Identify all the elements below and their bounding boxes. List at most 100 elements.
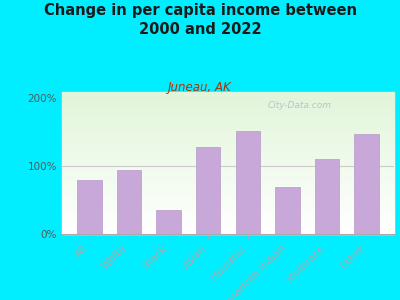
Bar (62, 207, 394, 208)
Bar (62, 100, 394, 101)
Bar (62, 171, 394, 173)
Bar (62, 164, 394, 166)
Bar (62, 167, 394, 169)
Bar (62, 140, 394, 141)
Bar (62, 118, 394, 120)
Bar (62, 224, 394, 226)
Bar (62, 193, 394, 194)
Bar (62, 215, 394, 217)
Bar (62, 103, 394, 104)
Bar (62, 99, 394, 100)
Bar (62, 93, 394, 94)
Bar (62, 211, 394, 213)
Bar (62, 178, 394, 180)
Bar (62, 208, 394, 210)
Bar (62, 94, 394, 96)
Bar (62, 218, 394, 220)
Bar (62, 168, 394, 170)
Bar (62, 113, 394, 114)
Bar (62, 137, 394, 139)
Bar (62, 122, 394, 123)
Bar (315, 159, 339, 234)
Bar (62, 166, 394, 167)
Bar (62, 112, 394, 113)
Bar (62, 213, 394, 214)
Bar (62, 107, 394, 109)
Bar (62, 176, 394, 177)
Bar (62, 116, 394, 117)
Bar (62, 196, 394, 197)
Bar (62, 217, 394, 218)
Bar (62, 127, 394, 128)
Bar (62, 136, 394, 137)
Bar (62, 120, 394, 122)
Bar (62, 174, 394, 176)
Bar (62, 157, 394, 158)
Bar (62, 131, 394, 133)
Bar (62, 232, 394, 234)
Bar (62, 180, 394, 181)
Bar (62, 141, 394, 143)
Bar (62, 114, 394, 116)
Bar (354, 134, 379, 234)
Bar (62, 177, 394, 178)
Bar (236, 131, 260, 234)
Bar (62, 144, 394, 146)
Text: Change in per capita income between
2000 and 2022: Change in per capita income between 2000… (44, 3, 356, 37)
Bar (62, 130, 394, 131)
Bar (62, 197, 394, 198)
Bar (62, 150, 394, 152)
Bar (62, 158, 394, 160)
Bar (62, 226, 394, 227)
Bar (62, 133, 394, 134)
Bar (62, 109, 394, 110)
Bar (62, 230, 394, 231)
Bar (62, 92, 394, 93)
Bar (62, 228, 394, 230)
Bar (62, 220, 394, 221)
Bar (62, 170, 394, 171)
Bar (62, 214, 394, 215)
Bar (62, 201, 394, 203)
Bar (62, 185, 394, 187)
Bar (62, 148, 394, 150)
Bar (62, 110, 394, 112)
Bar (62, 139, 394, 140)
Bar (62, 191, 394, 193)
Bar (62, 134, 394, 136)
Bar (62, 123, 394, 124)
Bar (62, 153, 394, 154)
Bar (62, 97, 394, 99)
Bar (62, 184, 394, 185)
Bar (62, 204, 394, 206)
Bar (62, 161, 394, 163)
Bar (62, 154, 394, 156)
Bar (62, 190, 394, 191)
Bar (62, 223, 394, 224)
Bar (62, 227, 394, 228)
Bar (62, 106, 394, 107)
Bar (62, 198, 394, 200)
Bar (62, 194, 394, 196)
Bar (275, 187, 300, 234)
Bar (77, 180, 102, 234)
Bar (62, 173, 394, 174)
Text: Juneau, AK: Juneau, AK (168, 81, 232, 94)
Bar (62, 181, 394, 183)
Bar (117, 169, 141, 234)
Bar (196, 147, 220, 234)
Bar (156, 210, 181, 234)
Bar (62, 104, 394, 106)
Bar (62, 146, 394, 147)
Bar (62, 188, 394, 190)
Bar (62, 147, 394, 148)
Bar (62, 128, 394, 130)
Bar (62, 151, 394, 153)
Text: City-Data.com: City-Data.com (268, 101, 332, 110)
Bar (62, 210, 394, 211)
Bar (62, 126, 394, 127)
Bar (62, 206, 394, 207)
Bar (62, 143, 394, 144)
Bar (62, 117, 394, 118)
Bar (62, 124, 394, 126)
